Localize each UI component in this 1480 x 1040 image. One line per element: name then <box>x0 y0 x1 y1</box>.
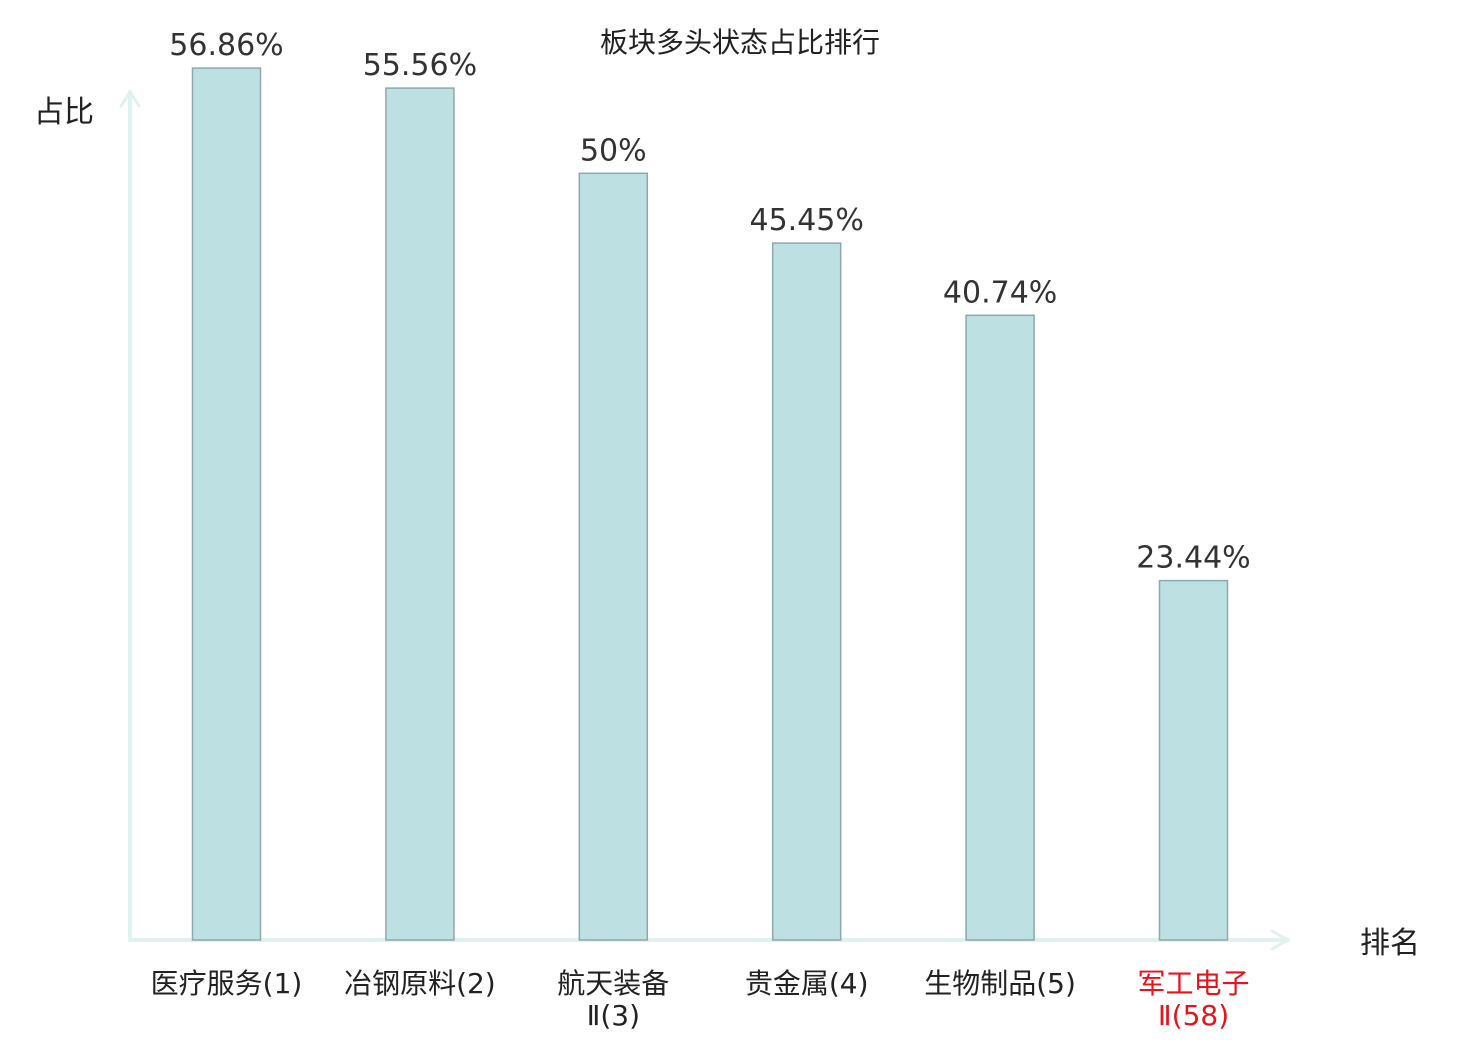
bar <box>385 87 455 941</box>
x-axis-title: 排名 <box>1360 926 1420 961</box>
bar <box>965 314 1035 941</box>
value-label: 23.44% <box>1136 541 1250 576</box>
value-label: 40.74% <box>943 275 1057 310</box>
bars <box>191 67 1229 941</box>
y-axis-title: 占比 <box>34 95 94 130</box>
value-label: 50% <box>580 133 647 168</box>
value-label: 45.45% <box>750 203 864 238</box>
chart-title: 板块多头状态占比排行 <box>600 26 880 59</box>
bar <box>1158 579 1229 941</box>
category-label: 贵金属(4) <box>745 967 869 1000</box>
value-labels: 56.86% 55.56% 50% 45.45% 40.74% 23.44% <box>169 28 1250 576</box>
bar <box>191 67 262 941</box>
value-label: 56.86% <box>169 28 283 63</box>
bar <box>578 172 649 941</box>
category-label: 生物制品(5) <box>924 967 1076 1000</box>
x-axis-arrow <box>1270 929 1290 951</box>
category-label: 军工电子 <box>1137 967 1249 1000</box>
bar <box>771 242 842 941</box>
category-label: 冶钢原料(2) <box>344 967 496 1000</box>
category-label: Ⅱ(58) <box>1158 999 1229 1032</box>
category-label: 航天装备 <box>557 967 669 1000</box>
y-axis-arrow <box>119 90 141 108</box>
category-label: 医疗服务(1) <box>151 967 303 1000</box>
category-label: Ⅱ(3) <box>587 999 640 1032</box>
value-label: 55.56% <box>363 48 477 83</box>
axes <box>119 90 1290 951</box>
